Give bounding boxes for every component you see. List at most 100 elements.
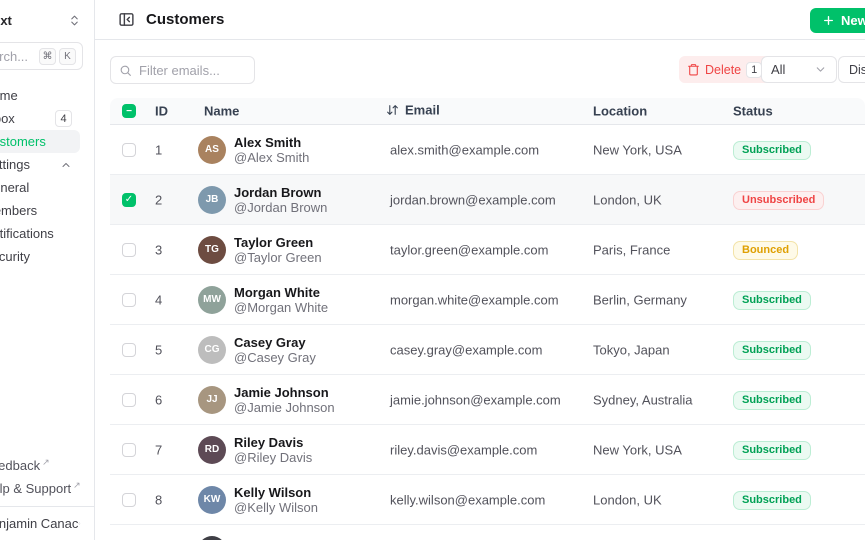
table-row[interactable]: 4 MW Morgan White @Morgan White morgan.w… (110, 275, 865, 325)
row-checkbox[interactable] (122, 142, 136, 157)
delete-button[interactable]: Delete 1 (679, 56, 771, 83)
row-checkbox[interactable] (122, 392, 136, 407)
customer-location: Tokyo, Japan (593, 342, 670, 357)
sidebar-divider (0, 506, 94, 507)
sidebar-link-feedback[interactable]: Feedback ↗ (0, 457, 50, 473)
sidebar-search-input[interactable]: Search... ⌘ K (0, 42, 83, 70)
status-badge: Subscribed (733, 340, 811, 360)
panel-left-close-icon (119, 13, 134, 26)
customer-name-cell: JB Jordan Brown @Jordan Brown (198, 185, 327, 215)
customer-id: 4 (155, 292, 163, 307)
column-header-location: Location (593, 103, 648, 119)
customer-handle: @Alex Smith (234, 149, 310, 165)
chevrons-up-down-icon (79, 522, 81, 525)
avatar: JJ (198, 385, 226, 414)
customer-location: Berlin, Germany (593, 292, 687, 307)
customer-id: 2 (155, 192, 163, 207)
row-checkbox[interactable] (122, 242, 136, 257)
avatar: CG (198, 335, 226, 364)
customer-name: Jordan Brown (234, 184, 322, 200)
customer-handle: @Casey Gray (234, 349, 316, 365)
customer-name: Kelly Wilson (234, 484, 312, 500)
customer-email: jordan.brown@example.com (390, 192, 556, 207)
table-row[interactable]: 7 RD Riley Davis @Riley Davis riley.davi… (110, 425, 865, 475)
row-checkbox[interactable] (122, 292, 136, 307)
customer-email: kelly.wilson@example.com (390, 492, 546, 507)
table-row[interactable]: 6 JJ Jamie Johnson @Jamie Johnson jamie.… (110, 375, 865, 425)
inbox-count-badge: 4 (55, 110, 72, 127)
customer-handle: @Jordan Brown (234, 199, 328, 215)
display-button[interactable]: Display (838, 56, 865, 83)
page-title: Customers (146, 11, 225, 28)
chevrons-up-down-icon (71, 15, 78, 25)
external-link-icon: ↗ (42, 457, 50, 467)
customer-id: 1 (155, 142, 163, 157)
row-checkbox[interactable] (122, 492, 136, 507)
row-checkbox[interactable] (122, 442, 136, 457)
search-placeholder: Search... (0, 48, 29, 64)
main-content: Customers New customer Delete 1 All Disp… (95, 0, 865, 540)
customer-name-cell: KW Kelly Wilson @Kelly Wilson (198, 485, 318, 515)
team-switcher[interactable]: Nuxt (0, 0, 94, 36)
kbd-k: K (59, 47, 76, 65)
avatar: KW (198, 485, 226, 514)
status-badge: Bounced (733, 240, 799, 260)
row-checkbox[interactable] (122, 342, 136, 357)
customer-name-cell: MW Morgan White @Morgan White (198, 285, 328, 315)
filter-emails-input[interactable] (139, 62, 246, 78)
customer-name: Morgan White (234, 284, 320, 300)
table-header: ID Name Email Location Status (110, 98, 865, 125)
customer-name: Casey Gray (234, 334, 306, 350)
column-header-status: Status (733, 103, 773, 119)
status-filter-select[interactable]: All (761, 56, 837, 83)
sidebar-item-home[interactable]: Home (0, 88, 18, 103)
table-row[interactable] (110, 525, 865, 540)
customer-email: taylor.green@example.com (390, 242, 549, 257)
customer-email: riley.davis@example.com (390, 442, 538, 457)
sidebar-item-inbox[interactable]: Inbox 4 (0, 107, 80, 130)
new-customer-button[interactable]: New customer (810, 8, 865, 33)
sidebar-item-customers[interactable]: Customers (0, 130, 80, 153)
external-link-icon: ↗ (73, 480, 81, 490)
sidebar-link-help-support[interactable]: Help & Support ↗ (0, 480, 81, 496)
sort-arrows-icon (387, 105, 398, 115)
trash-icon (688, 64, 699, 76)
sidebar-item-members[interactable]: Members (0, 203, 38, 218)
user-menu[interactable]: Benjamin Canac (0, 507, 94, 540)
customer-handle: @Kelly Wilson (234, 499, 318, 515)
table-row[interactable]: 8 KW Kelly Wilson @Kelly Wilson kelly.wi… (110, 475, 865, 525)
column-header-name: Name (204, 103, 240, 119)
select-all-checkbox[interactable] (122, 104, 136, 118)
column-header-email-sort[interactable]: Email (386, 103, 440, 118)
customer-location: London, UK (593, 492, 662, 507)
status-badge: Subscribed (733, 290, 811, 310)
column-header-id: ID (155, 103, 168, 119)
avatar: RD (198, 435, 226, 464)
customer-name: Jamie Johnson (234, 384, 329, 400)
search-icon (120, 65, 131, 76)
sidebar-item-security[interactable]: Security (0, 249, 30, 264)
customer-id: 3 (155, 242, 163, 257)
table-row[interactable]: 2 JB Jordan Brown @Jordan Brown jordan.b… (110, 175, 865, 225)
customer-location: London, UK (593, 192, 662, 207)
customer-location: New York, USA (593, 142, 682, 157)
plus-icon (824, 16, 833, 25)
sidebar-item-general[interactable]: General (0, 180, 30, 195)
row-checkbox[interactable] (122, 192, 136, 207)
filter-emails-field (110, 56, 255, 84)
customer-email: casey.gray@example.com (390, 342, 543, 357)
customer-name-cell (198, 535, 234, 540)
customer-location: Sydney, Australia (593, 392, 693, 407)
table-row[interactable]: 3 TG Taylor Green @Taylor Green taylor.g… (110, 225, 865, 275)
sidebar-collapse-button[interactable] (118, 11, 135, 28)
sidebar-item-notifications[interactable]: Notifications (0, 226, 54, 241)
customer-name: Taylor Green (234, 234, 314, 250)
table-row[interactable]: 5 CG Casey Gray @Casey Gray casey.gray@e… (110, 325, 865, 375)
status-badge: Subscribed (733, 490, 811, 510)
kbd-cmd: ⌘ (39, 47, 56, 65)
customer-name-cell: AS Alex Smith @Alex Smith (198, 135, 309, 165)
table-row[interactable]: 1 AS Alex Smith @Alex Smith alex.smith@e… (110, 125, 865, 175)
status-badge: Unsubscribed (733, 190, 825, 210)
sidebar-item-settings[interactable]: Settings (0, 153, 80, 176)
